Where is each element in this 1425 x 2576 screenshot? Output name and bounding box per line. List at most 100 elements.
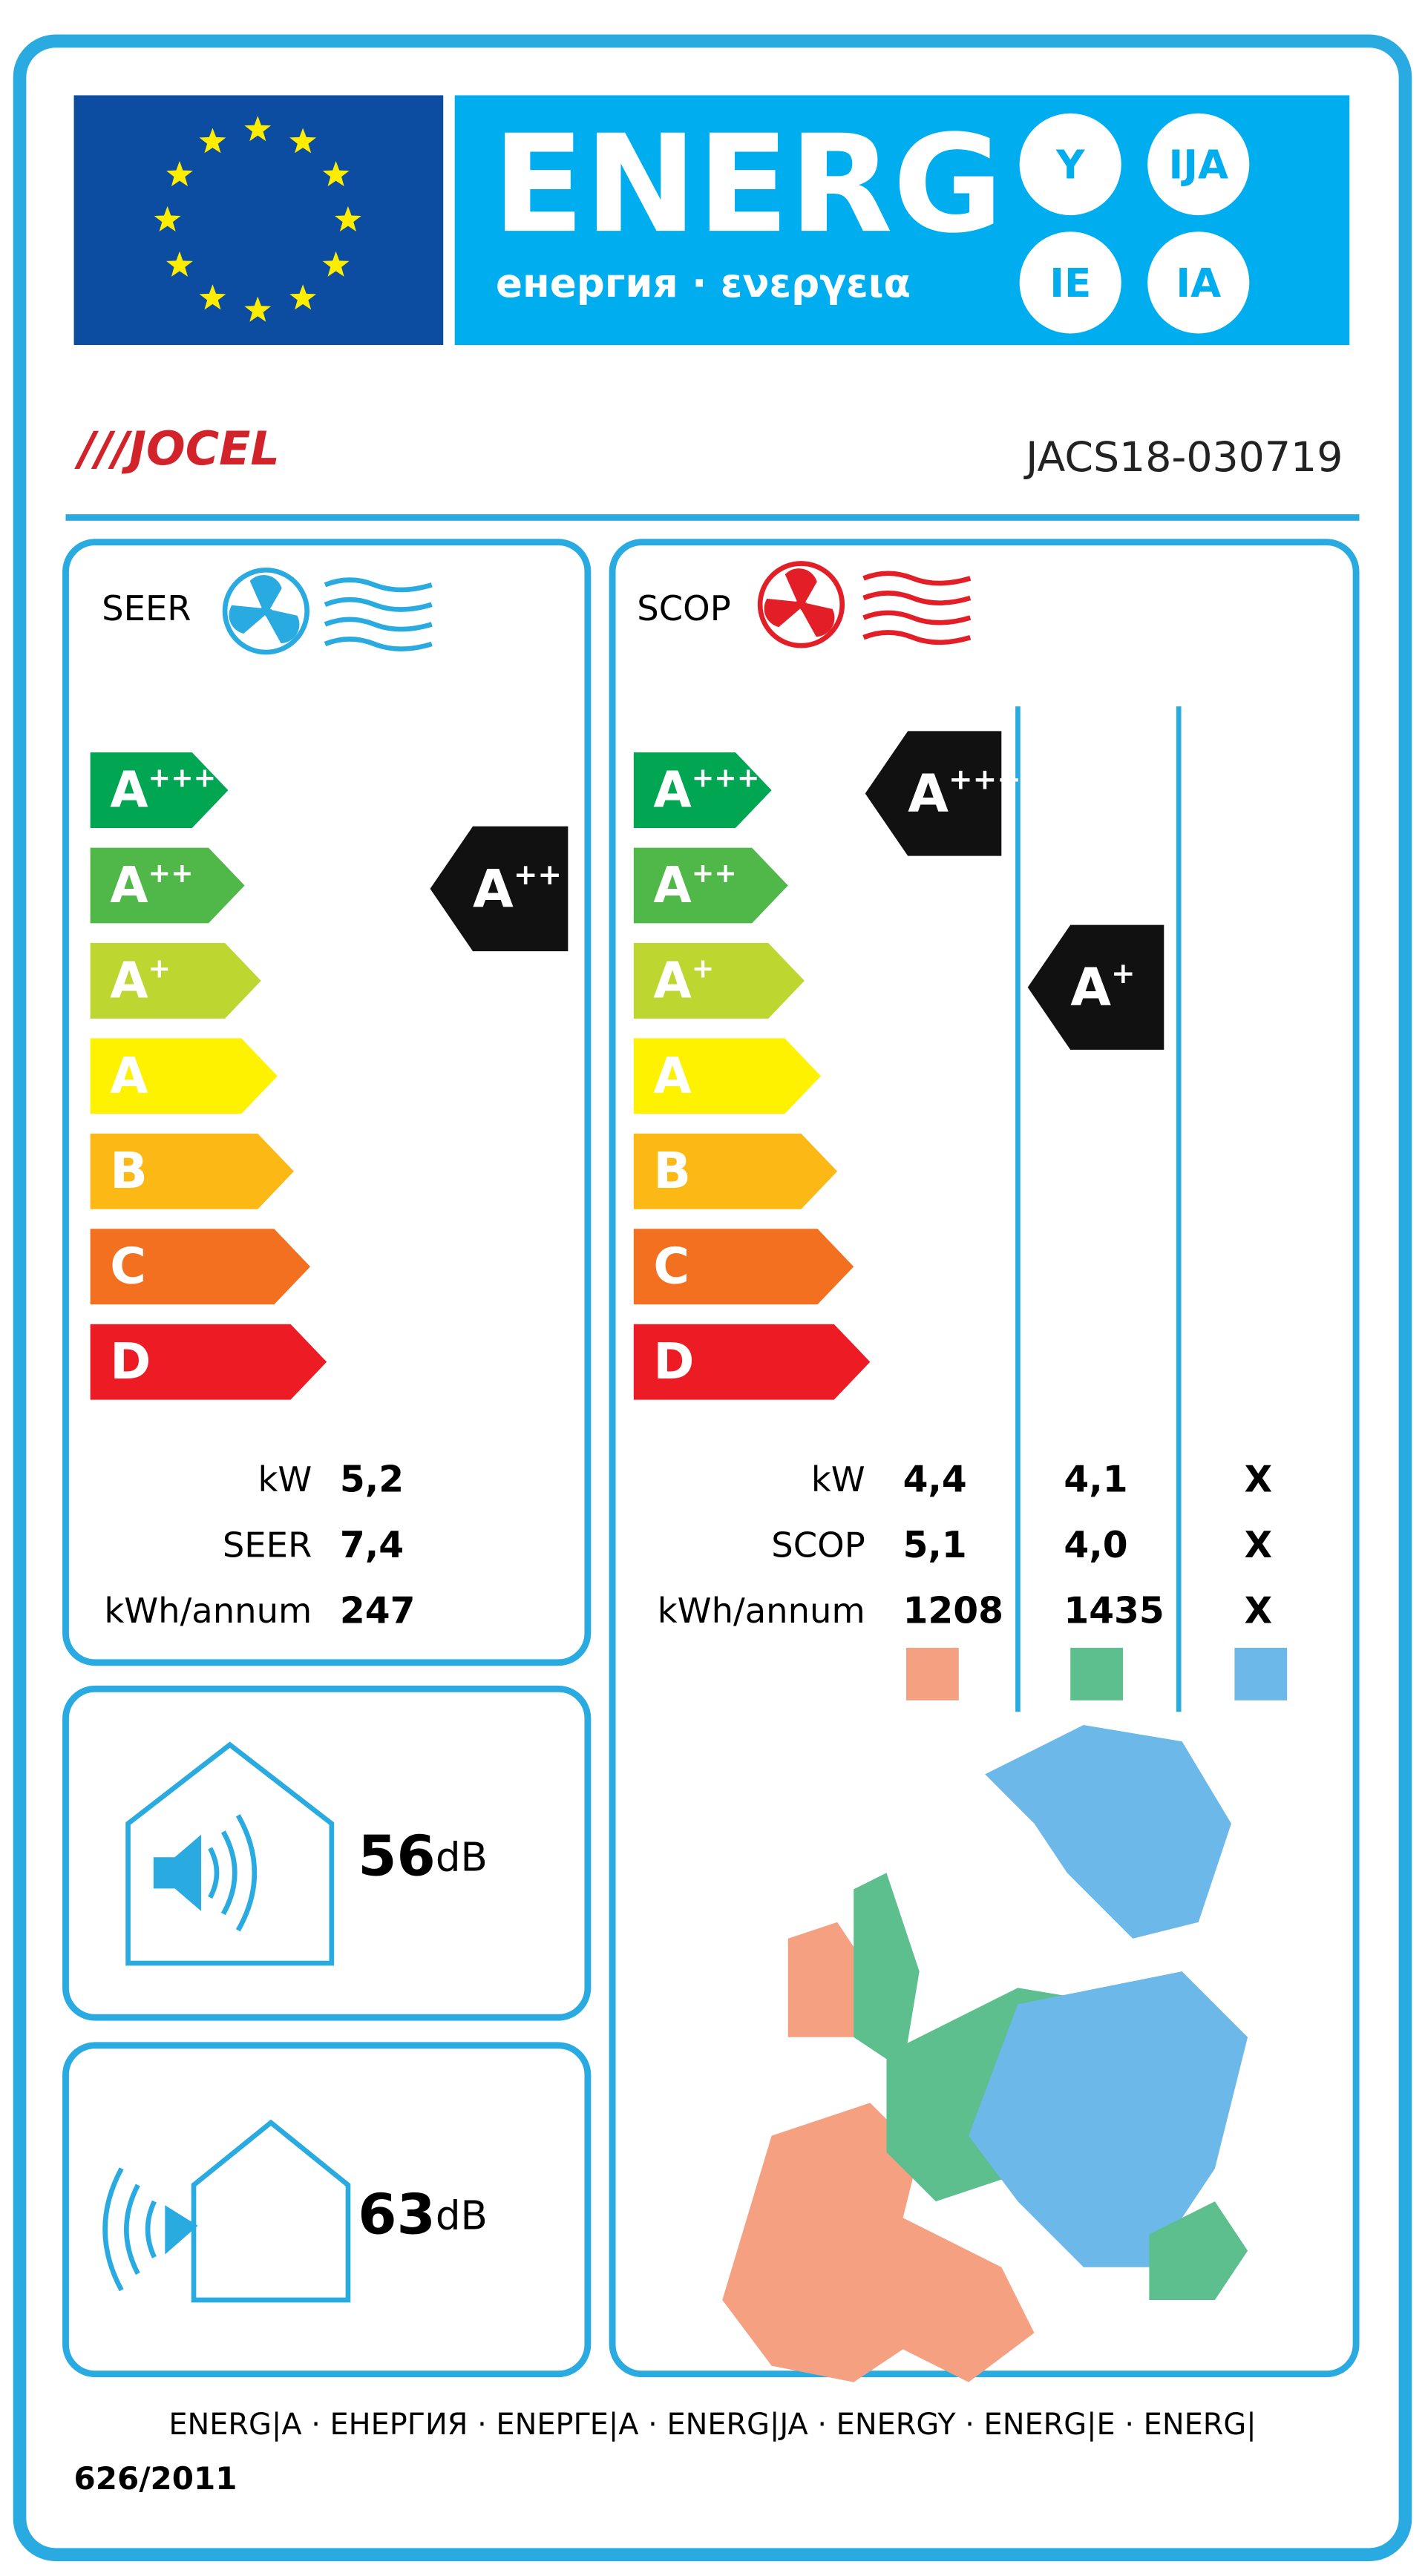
- class-text: A+: [653, 951, 714, 1009]
- class-letter: C: [653, 1238, 689, 1295]
- row-value: 4,4: [903, 1459, 967, 1500]
- class-text: D: [653, 1333, 694, 1390]
- row-value: 7,4: [340, 1525, 404, 1566]
- suffix-badge: [1147, 231, 1250, 334]
- class-text: A+: [1070, 956, 1135, 1018]
- class-letter: B: [110, 1142, 148, 1200]
- eu-star: [289, 128, 317, 154]
- class-text: B: [653, 1142, 691, 1200]
- eu-star: [199, 128, 226, 154]
- noise-level: 56dB: [358, 1823, 488, 1888]
- class-sup: ++: [692, 856, 737, 888]
- suffix-text: Y: [1055, 142, 1085, 188]
- eu-star: [166, 251, 193, 277]
- class-letter: C: [110, 1238, 146, 1295]
- class-arrow: [90, 1324, 327, 1400]
- class-text: A++: [653, 856, 736, 914]
- cooling-label: SEER: [102, 588, 191, 628]
- zone-swatch: [906, 1647, 959, 1701]
- class-sup: +++: [148, 761, 217, 793]
- class-arrow: [90, 943, 261, 1019]
- class-arrow: [90, 1038, 278, 1114]
- noise-value: 56: [358, 1823, 436, 1888]
- row-label: kWh/annum: [658, 1591, 865, 1631]
- zone-swatch: [1234, 1647, 1288, 1701]
- class-sup: +: [692, 952, 715, 984]
- noise-unit: dB: [436, 2192, 488, 2238]
- class-arrow: [90, 1229, 311, 1305]
- suffix-badge: [1019, 113, 1121, 216]
- heating-panel: [609, 539, 1360, 2378]
- rating-arrow: [430, 826, 569, 952]
- class-letter: A: [653, 761, 692, 819]
- class-letter: A: [653, 951, 692, 1009]
- class-text: A: [110, 1047, 148, 1105]
- eu-star: [166, 161, 193, 187]
- row-value: 247: [340, 1590, 416, 1632]
- class-sup: ++: [514, 858, 562, 892]
- rating-arrow: [1027, 924, 1164, 1050]
- cooling-icon: [222, 568, 433, 655]
- class-text: A+++: [908, 762, 1021, 824]
- class-letter: D: [653, 1333, 694, 1390]
- regulation: 626/2011: [74, 2460, 238, 2497]
- noise-unit: dB: [436, 1834, 488, 1880]
- suffix-text: IE: [1049, 260, 1091, 306]
- eu-star: [289, 284, 317, 310]
- energy-title: ENERG: [493, 106, 1003, 263]
- class-letter: A: [908, 762, 949, 824]
- class-sup: ++: [148, 856, 194, 888]
- noise-value: 63: [358, 2181, 436, 2247]
- eu-star: [322, 251, 350, 277]
- class-text: C: [653, 1238, 689, 1295]
- eu-star: [335, 206, 361, 231]
- suffix-text: IA: [1176, 260, 1221, 306]
- outdoor-noise-icon: [102, 2119, 351, 2303]
- heating-icon: [757, 561, 972, 648]
- class-sup: +: [148, 952, 171, 984]
- class-sup: +++: [692, 761, 760, 793]
- zone-swatch: [1070, 1647, 1123, 1701]
- class-text: D: [110, 1333, 151, 1390]
- class-text: A+++: [110, 761, 216, 819]
- suffix-badge: [1147, 113, 1250, 216]
- class-arrow: [633, 1229, 854, 1305]
- row-label: SEER: [223, 1525, 312, 1565]
- brand-logo: ///JOCEL: [74, 421, 280, 476]
- row-value: 1435: [1064, 1590, 1164, 1632]
- class-arrow: [90, 1133, 294, 1209]
- indoor-noise-panel: [62, 1685, 592, 2021]
- class-letter: A: [110, 1047, 148, 1105]
- class-arrow: [633, 1038, 821, 1114]
- rating-arrow: [865, 731, 1002, 856]
- class-arrow: [633, 752, 772, 828]
- class-sup: +++: [949, 763, 1021, 796]
- class-letter: A: [110, 951, 148, 1009]
- class-letter: A: [653, 1047, 692, 1105]
- heating-label: SCOP: [637, 588, 730, 628]
- row-label: kWh/annum: [104, 1591, 312, 1631]
- class-arrow: [633, 847, 788, 924]
- class-letter: D: [110, 1333, 151, 1390]
- row-label: kW: [258, 1459, 312, 1499]
- class-text: A: [653, 1047, 692, 1105]
- class-letter: A: [110, 856, 148, 914]
- row-value: 5,1: [903, 1525, 967, 1566]
- eu-star: [154, 206, 181, 231]
- class-text: A++: [473, 858, 562, 919]
- cooling-panel: [62, 539, 592, 1666]
- eu-star: [199, 284, 226, 310]
- row-value: X: [1245, 1525, 1273, 1566]
- outdoor-noise-panel: [62, 2042, 592, 2378]
- row-value: 4,0: [1064, 1525, 1127, 1566]
- class-letter: A: [110, 761, 148, 819]
- eu-star: [244, 296, 272, 322]
- row-value: 5,2: [340, 1459, 404, 1500]
- model-number: JACS18-030719: [1023, 434, 1343, 482]
- class-text: B: [110, 1142, 148, 1200]
- class-letter: A: [1070, 956, 1111, 1018]
- suffix-text: IJA: [1168, 142, 1228, 188]
- class-sup: +: [1111, 956, 1136, 990]
- class-arrow: [90, 752, 229, 828]
